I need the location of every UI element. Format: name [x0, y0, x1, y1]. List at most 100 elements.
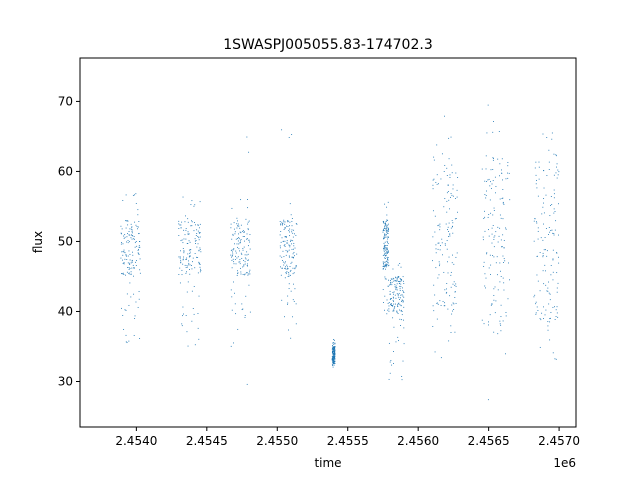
data-point	[383, 302, 384, 303]
data-point	[332, 355, 334, 357]
data-point	[127, 220, 129, 222]
data-point	[450, 193, 452, 195]
data-point	[234, 303, 236, 305]
data-point	[386, 263, 388, 265]
data-point	[231, 255, 233, 257]
data-point	[394, 306, 395, 308]
data-point	[135, 301, 137, 303]
data-point	[452, 310, 453, 312]
data-point	[502, 277, 504, 279]
data-point	[442, 300, 444, 302]
data-point	[448, 230, 449, 232]
data-point	[383, 249, 385, 251]
data-point	[287, 268, 289, 270]
data-point	[384, 309, 385, 311]
data-point	[502, 197, 504, 199]
data-point	[200, 270, 202, 271]
data-point	[132, 194, 134, 196]
data-point	[185, 259, 187, 260]
data-point	[553, 174, 555, 176]
data-point	[403, 292, 405, 293]
data-point	[195, 239, 197, 241]
data-point	[332, 358, 334, 360]
data-point	[182, 242, 184, 244]
data-point	[385, 264, 387, 266]
data-point	[289, 245, 291, 246]
data-point	[183, 229, 185, 231]
data-point	[399, 288, 401, 290]
data-point	[432, 260, 433, 262]
data-point	[237, 223, 239, 225]
data-point	[382, 231, 384, 233]
data-point	[488, 235, 490, 237]
data-point	[549, 293, 551, 295]
data-point	[246, 136, 248, 138]
data-point	[199, 236, 201, 238]
data-point	[333, 350, 335, 351]
data-point	[386, 230, 388, 232]
data-point	[386, 231, 388, 233]
data-point	[188, 260, 190, 262]
data-point	[138, 246, 140, 248]
data-point	[332, 346, 334, 348]
data-point	[399, 278, 401, 279]
data-point	[122, 254, 124, 256]
data-point	[396, 283, 398, 285]
data-point	[333, 364, 335, 366]
data-point	[137, 226, 139, 228]
data-point	[185, 267, 187, 268]
x-tick-label: 2.4560	[397, 434, 439, 448]
data-point	[292, 257, 294, 259]
data-point	[403, 283, 405, 284]
data-point	[246, 233, 248, 235]
data-point	[538, 161, 540, 163]
data-point	[283, 244, 285, 246]
data-point	[231, 309, 233, 311]
data-point	[333, 356, 334, 358]
data-point	[289, 228, 291, 230]
data-point	[135, 193, 137, 195]
data-point	[398, 292, 400, 294]
data-point	[334, 342, 336, 344]
data-point	[402, 287, 403, 289]
data-point	[500, 330, 502, 332]
data-point	[452, 302, 454, 304]
data-point	[392, 299, 394, 301]
data-point	[287, 221, 289, 223]
data-point	[556, 287, 558, 289]
data-point	[241, 257, 243, 259]
data-point	[455, 283, 457, 285]
data-point	[240, 232, 242, 234]
data-point	[499, 270, 501, 272]
data-point	[402, 295, 404, 297]
data-point	[137, 228, 138, 230]
data-point	[555, 220, 557, 222]
data-point	[383, 264, 385, 266]
data-point	[235, 252, 237, 254]
data-point	[237, 328, 239, 330]
data-point	[334, 351, 335, 353]
data-point	[399, 285, 401, 287]
data-point	[284, 223, 286, 225]
data-point	[289, 221, 291, 223]
data-point	[438, 242, 440, 244]
data-point	[138, 248, 139, 250]
data-point	[197, 272, 199, 274]
data-point	[550, 312, 552, 313]
x-tick-label: 2.4545	[186, 434, 228, 448]
data-point	[544, 264, 546, 266]
data-point	[382, 289, 384, 291]
data-point	[396, 312, 398, 313]
data-point	[231, 296, 233, 298]
data-point	[284, 277, 286, 279]
data-point	[199, 201, 201, 203]
data-point	[552, 352, 554, 354]
data-point	[194, 344, 196, 346]
data-point	[387, 257, 389, 259]
data-point	[244, 316, 246, 318]
data-point	[334, 350, 336, 352]
data-point	[127, 233, 129, 235]
data-point	[127, 255, 129, 257]
data-point	[450, 271, 452, 273]
data-point	[538, 166, 540, 168]
